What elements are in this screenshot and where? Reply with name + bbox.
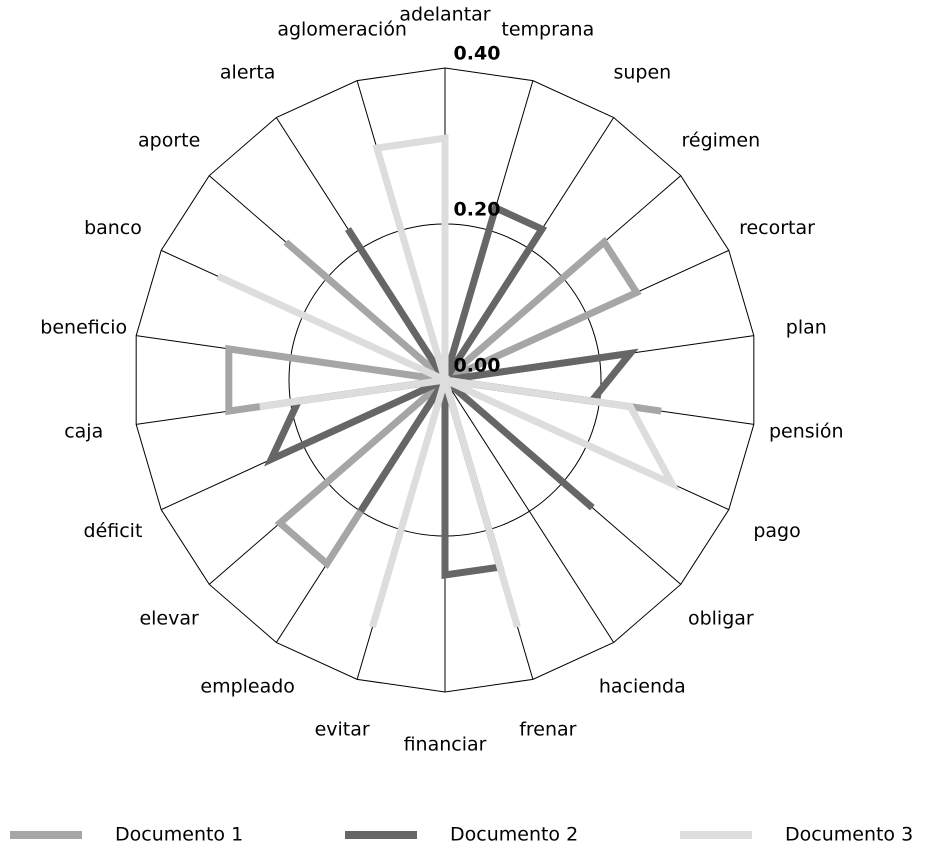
axis-label: adelantar [399,4,490,26]
series-line [216,134,681,628]
tick-label: 0.00 [454,355,501,377]
axis-label: pago [753,520,800,542]
legend-label: Documento 2 [450,824,578,846]
axis-label: hacienda [599,676,686,698]
axis-label: beneficio [40,317,127,339]
axis-label: régimen [682,129,761,151]
axis-label: aporte [138,129,200,151]
spoke [444,379,615,643]
axis-label: aglomeración [277,18,407,40]
axis-label: recortar [739,217,815,239]
axis-label: pensión [769,420,844,442]
axis-label: banco [84,217,142,239]
axis-label: plan [786,317,827,339]
axis-label: alerta [220,61,276,83]
axis-label: financiar [404,734,487,756]
axis-label: supen [613,61,671,83]
legend-label: Documento 3 [785,824,913,846]
tick-label: 0.20 [454,199,501,221]
axis-label: déficit [84,520,143,542]
tick-label: 0.40 [454,43,501,65]
axis-label: elevar [139,608,199,630]
axis-label: empleado [200,676,295,698]
axis-label: caja [64,420,103,442]
axis-label: evitar [315,719,370,741]
axis-label: frenar [519,719,576,741]
series-line [225,236,662,570]
axis-label: obligar [688,608,754,630]
legend-label: Documento 1 [115,824,243,846]
axis-label: temprana [501,18,594,40]
